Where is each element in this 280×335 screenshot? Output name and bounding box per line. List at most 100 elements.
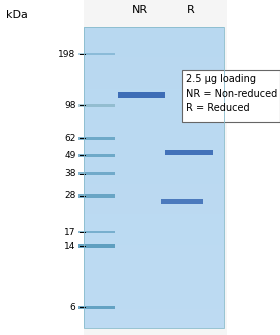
Bar (84, 39, 224, 41)
Bar (84, 165, 224, 167)
Bar (78, 104, 115, 107)
Bar (84, 135, 224, 137)
Bar (84, 181, 224, 182)
Bar (84, 275, 224, 277)
Bar (84, 193, 224, 194)
Bar (84, 214, 224, 215)
Bar (78, 231, 115, 233)
Bar (84, 292, 224, 293)
Bar (84, 167, 224, 169)
Bar (84, 176, 224, 178)
Bar (84, 169, 224, 170)
Bar (84, 224, 224, 226)
Bar (84, 28, 224, 30)
Bar (78, 244, 115, 248)
Text: 38: 38 (64, 170, 76, 178)
Bar (84, 119, 224, 120)
Bar (84, 42, 224, 43)
Bar (84, 96, 224, 97)
Bar (84, 194, 224, 196)
Bar (84, 34, 224, 36)
Bar (84, 131, 224, 132)
Bar (84, 159, 224, 161)
Bar (84, 265, 224, 267)
Bar (84, 313, 224, 315)
Bar (84, 221, 224, 223)
Bar (84, 61, 224, 63)
Bar (84, 63, 224, 64)
Bar (84, 138, 224, 140)
Bar (84, 116, 224, 117)
Bar (84, 253, 224, 255)
Bar (84, 256, 224, 257)
Bar (84, 70, 224, 72)
Text: 14: 14 (64, 242, 76, 251)
Text: 2.5 μg loading
NR = Non-reduced
R = Reduced: 2.5 μg loading NR = Non-reduced R = Redu… (186, 74, 277, 113)
Bar (84, 212, 224, 214)
Bar (84, 64, 224, 66)
Bar (84, 241, 224, 243)
Bar (84, 304, 224, 306)
Bar (84, 52, 224, 54)
Bar (84, 79, 224, 81)
Bar (84, 290, 224, 292)
Bar (84, 245, 224, 247)
Bar (84, 223, 224, 224)
Bar (84, 149, 224, 150)
Bar (84, 218, 224, 220)
Bar (84, 295, 224, 297)
Bar (84, 279, 224, 280)
Bar (84, 75, 224, 76)
Bar (84, 54, 224, 55)
Bar (84, 66, 224, 67)
Bar (84, 147, 224, 149)
Bar (84, 114, 224, 116)
Bar (84, 229, 224, 230)
Bar (84, 27, 224, 328)
Text: 17: 17 (64, 227, 76, 237)
Text: NR: NR (132, 5, 148, 15)
Bar (84, 230, 224, 232)
Bar (84, 298, 224, 299)
Bar (84, 97, 224, 99)
Bar (118, 92, 165, 98)
Bar (84, 104, 224, 105)
Bar (84, 249, 224, 250)
Bar (84, 178, 224, 179)
Bar (84, 206, 224, 208)
Bar (84, 90, 224, 91)
Bar (78, 194, 115, 198)
Bar (84, 312, 224, 313)
Bar (84, 262, 224, 263)
Bar (84, 93, 224, 94)
Bar (84, 134, 224, 135)
Bar (84, 81, 224, 82)
Bar (84, 78, 224, 79)
Bar (84, 200, 224, 202)
Bar (84, 199, 224, 200)
Bar (84, 137, 224, 138)
Bar (84, 318, 224, 319)
Bar (84, 220, 224, 221)
Bar (84, 211, 224, 212)
Bar (78, 173, 115, 176)
Bar (84, 144, 224, 146)
Bar (84, 57, 224, 58)
Bar (84, 247, 224, 249)
Bar (84, 208, 224, 209)
Bar (84, 238, 224, 239)
Bar (78, 154, 115, 157)
Bar (84, 44, 224, 45)
Bar (84, 36, 224, 37)
Bar (84, 233, 224, 235)
Bar (84, 46, 224, 48)
Bar (84, 271, 224, 273)
Bar (84, 268, 224, 269)
Bar (84, 150, 224, 152)
Bar (84, 84, 224, 85)
Bar (84, 182, 224, 184)
Bar (84, 325, 224, 327)
Bar (84, 170, 224, 172)
Bar (84, 162, 224, 164)
Bar (84, 281, 224, 283)
